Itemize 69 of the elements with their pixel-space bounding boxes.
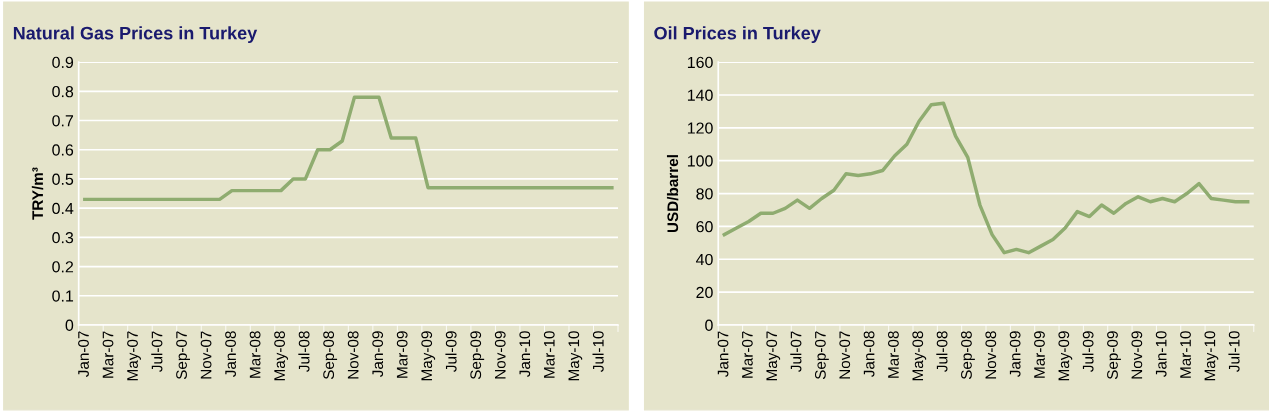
x-tick-label: Mar-07 — [102, 331, 114, 378]
x-tick-label: Nov-07 — [839, 331, 851, 379]
line-series — [722, 101, 1250, 255]
x-tick-label: May-09 — [421, 331, 436, 381]
chart-title: Oil Prices in Turkey — [654, 26, 821, 44]
x-tick-label: May-07 — [766, 331, 781, 381]
x-tick-label: Sep-09 — [1107, 331, 1121, 380]
x-tick-label: May-10 — [568, 331, 583, 381]
y-axis-title: TRY/m³ — [31, 167, 44, 220]
y-tick-label: 0.5 — [52, 173, 74, 185]
x-tick-label: Mar-10 — [543, 331, 555, 378]
x-tick-label: May-10 — [1204, 331, 1219, 381]
y-tick-label: 0 — [65, 319, 74, 331]
x-tick-label: Jan-10 — [1155, 331, 1167, 378]
y-tick-label: 100 — [687, 155, 713, 167]
x-tick-label: Jan-10 — [519, 331, 531, 378]
y-tick-label: 40 — [696, 253, 713, 266]
x-tick-label: Jan-08 — [863, 331, 875, 378]
x-tick-label: Jul-09 — [445, 331, 457, 372]
y-tick-label: 0.3 — [52, 231, 74, 244]
x-tick-label: Nov-09 — [1131, 331, 1143, 379]
x-tick-label: Sep-07 — [814, 331, 829, 380]
x-tick-label: Nov-08 — [347, 331, 359, 379]
x-tick-label: Jan-08 — [225, 331, 236, 378]
y-tick-label: 0.6 — [52, 144, 74, 156]
x-tick-label: Jan-09 — [1009, 331, 1021, 378]
x-tick-label: Jan-07 — [717, 331, 729, 378]
x-tick-label: Jul-07 — [790, 331, 802, 372]
x-tick-label: May-09 — [1058, 331, 1073, 381]
x-tick-label: Jul-10 — [1228, 331, 1240, 372]
y-tick-label: 120 — [687, 122, 713, 134]
x-tick-label: Jul-10 — [592, 331, 604, 372]
x-tick-label: Mar-10 — [1180, 331, 1191, 378]
y-tick-label: 20 — [696, 286, 713, 299]
y-tick-label: 0 — [705, 319, 713, 331]
y-tick-label: 0.8 — [52, 85, 74, 98]
x-tick-label: Mar-08 — [249, 331, 261, 378]
x-tick-label: Mar-08 — [888, 331, 899, 378]
x-tick-label: Sep-08 — [323, 331, 338, 380]
line-series — [83, 95, 614, 202]
x-tick-label: May-08 — [274, 331, 289, 381]
x-tick-label: Jan-09 — [372, 331, 384, 378]
x-tick-label: Sep-08 — [961, 331, 975, 380]
y-tick-label: 160 — [687, 56, 713, 69]
y-tick-label: 0.9 — [52, 56, 74, 69]
x-tick-label: Nov-09 — [494, 331, 506, 379]
x-tick-label: Mar-07 — [741, 331, 753, 378]
x-tick-label: Sep-09 — [470, 331, 485, 380]
x-tick-label: Nov-07 — [200, 331, 212, 379]
x-tick-label: Sep-07 — [176, 331, 190, 380]
x-tick-label: Mar-09 — [1034, 331, 1045, 378]
y-tick-label: 0.1 — [52, 290, 74, 302]
x-tick-label: Jul-08 — [936, 331, 948, 372]
x-tick-label: Jan-07 — [78, 331, 89, 378]
x-tick-label: Jul-07 — [151, 331, 163, 372]
y-tick-label: 0.2 — [52, 261, 74, 273]
y-tick-label: 140 — [687, 89, 713, 101]
x-tick-label: Mar-09 — [396, 331, 408, 378]
x-tick-label: Jul-08 — [298, 331, 310, 372]
y-axis-title: USD/barrel — [666, 155, 679, 233]
y-tick-label: 80 — [696, 188, 713, 200]
x-tick-label: May-07 — [127, 331, 141, 381]
chart-title: Natural Gas Prices in Turkey — [13, 26, 258, 44]
y-tick-label: 60 — [696, 221, 713, 233]
x-tick-label: May-08 — [912, 331, 927, 381]
y-tick-label: 0.4 — [52, 202, 74, 215]
y-tick-label: 0.7 — [52, 115, 74, 127]
x-tick-label: Jul-09 — [1082, 331, 1094, 372]
x-tick-label: Nov-08 — [985, 331, 997, 379]
